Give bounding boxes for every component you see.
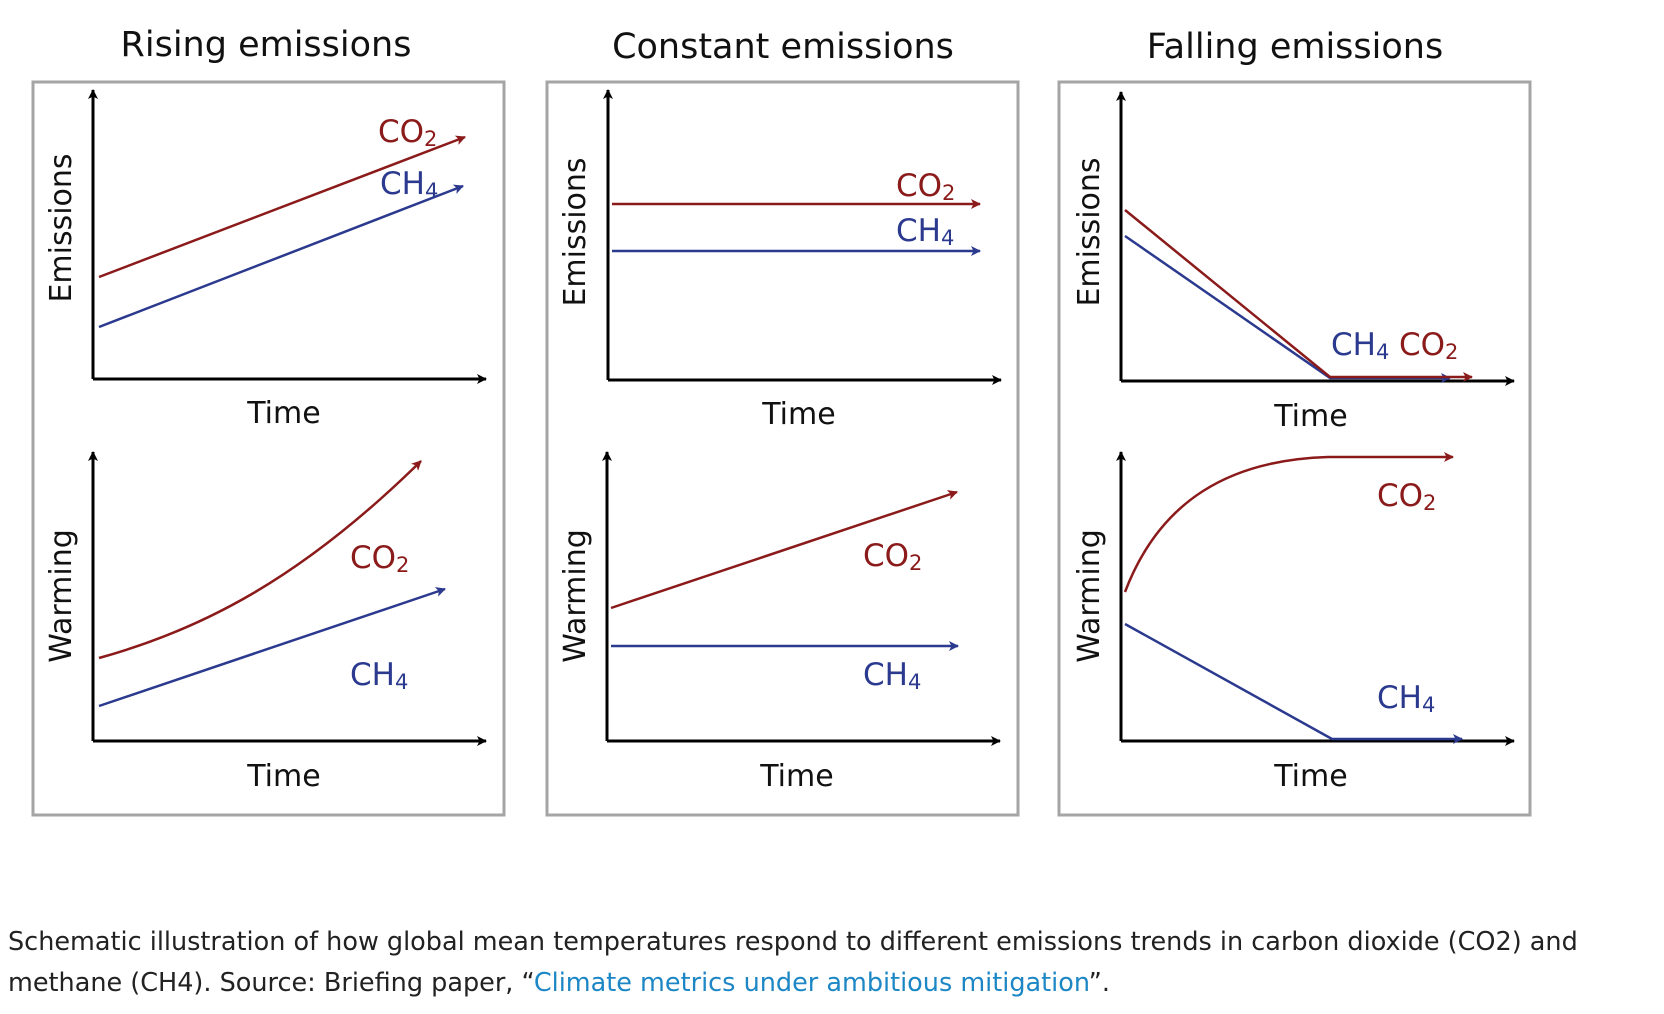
co2-warming-line	[610, 490, 958, 610]
emissions-chart: Emissions Time CH4 CO2	[1072, 91, 1515, 434]
panel-frame	[31, 80, 506, 817]
ch4-label: CH4	[1331, 327, 1389, 364]
ch4-label: CH4	[380, 166, 438, 203]
co2-label: CO2	[378, 114, 437, 151]
y-axis-label: Warming	[44, 529, 79, 663]
co2-label: CO2	[1377, 478, 1436, 515]
co2-warming-curve	[1123, 452, 1454, 593]
source-link[interactable]: Climate metrics under ambitious mitigati…	[533, 968, 1089, 998]
co2-emissions-line	[98, 135, 466, 279]
ch4-label: CH4	[863, 657, 921, 694]
co2-emissions-line	[1124, 209, 1473, 382]
panel-rising: Rising emissions Emissions Time CO2 CH4 …	[31, 25, 506, 817]
ch4-label: CH4	[350, 657, 408, 694]
panel-title: Falling emissions	[1147, 27, 1443, 67]
emissions-chart: Emissions Time CO2 CH4	[558, 89, 1002, 432]
x-axis-label: Time	[759, 759, 833, 794]
figure-caption: Schematic illustration of how global mea…	[8, 922, 1648, 1004]
y-axis-label: Emissions	[1072, 157, 1107, 306]
co2-label: CO2	[1399, 327, 1458, 364]
x-axis-label: Time	[761, 397, 835, 432]
warming-chart: Warming Time CO2 CH4	[44, 451, 487, 794]
panel-title: Rising emissions	[121, 25, 412, 65]
ch4-label: CH4	[896, 213, 954, 250]
x-axis-label: Time	[246, 396, 320, 431]
ch4-label: CH4	[1377, 680, 1435, 717]
y-axis-label: Warming	[1072, 529, 1107, 663]
co2-warming-curve	[98, 460, 422, 660]
caption-text: Schematic illustration of how global mea…	[8, 927, 1578, 998]
panel-frame	[1057, 80, 1532, 817]
y-axis-label: Emissions	[558, 157, 593, 306]
panel-title: Constant emissions	[612, 27, 954, 67]
x-axis-label: Time	[1273, 399, 1347, 434]
emissions-warming-figure: .panel-title { font-family: "DejaVu Sans…	[31, 25, 1532, 817]
co2-label: CO2	[350, 540, 409, 577]
ch4-warming-line	[98, 587, 446, 708]
x-axis-label: Time	[1273, 759, 1347, 794]
co2-label: CO2	[896, 168, 955, 205]
x-axis-label: Time	[246, 759, 320, 794]
y-axis-label: Warming	[558, 529, 593, 663]
y-axis-label: Emissions	[44, 153, 79, 302]
panel-constant: Constant emissions Emissions Time CO2 CH…	[545, 27, 1020, 817]
co2-label: CO2	[863, 538, 922, 575]
warming-chart: Warming Time CO2 CH4	[1072, 451, 1515, 794]
emissions-chart: Emissions Time CO2 CH4	[44, 89, 487, 431]
warming-chart: Warming Time CO2 CH4	[558, 451, 1001, 794]
caption-text-end: ”.	[1088, 968, 1110, 998]
ch4-emissions-line	[98, 184, 464, 329]
panel-falling: Falling emissions Emissions Time CH4 CO2…	[1057, 27, 1532, 817]
ch4-warming-line	[1124, 622, 1463, 744]
